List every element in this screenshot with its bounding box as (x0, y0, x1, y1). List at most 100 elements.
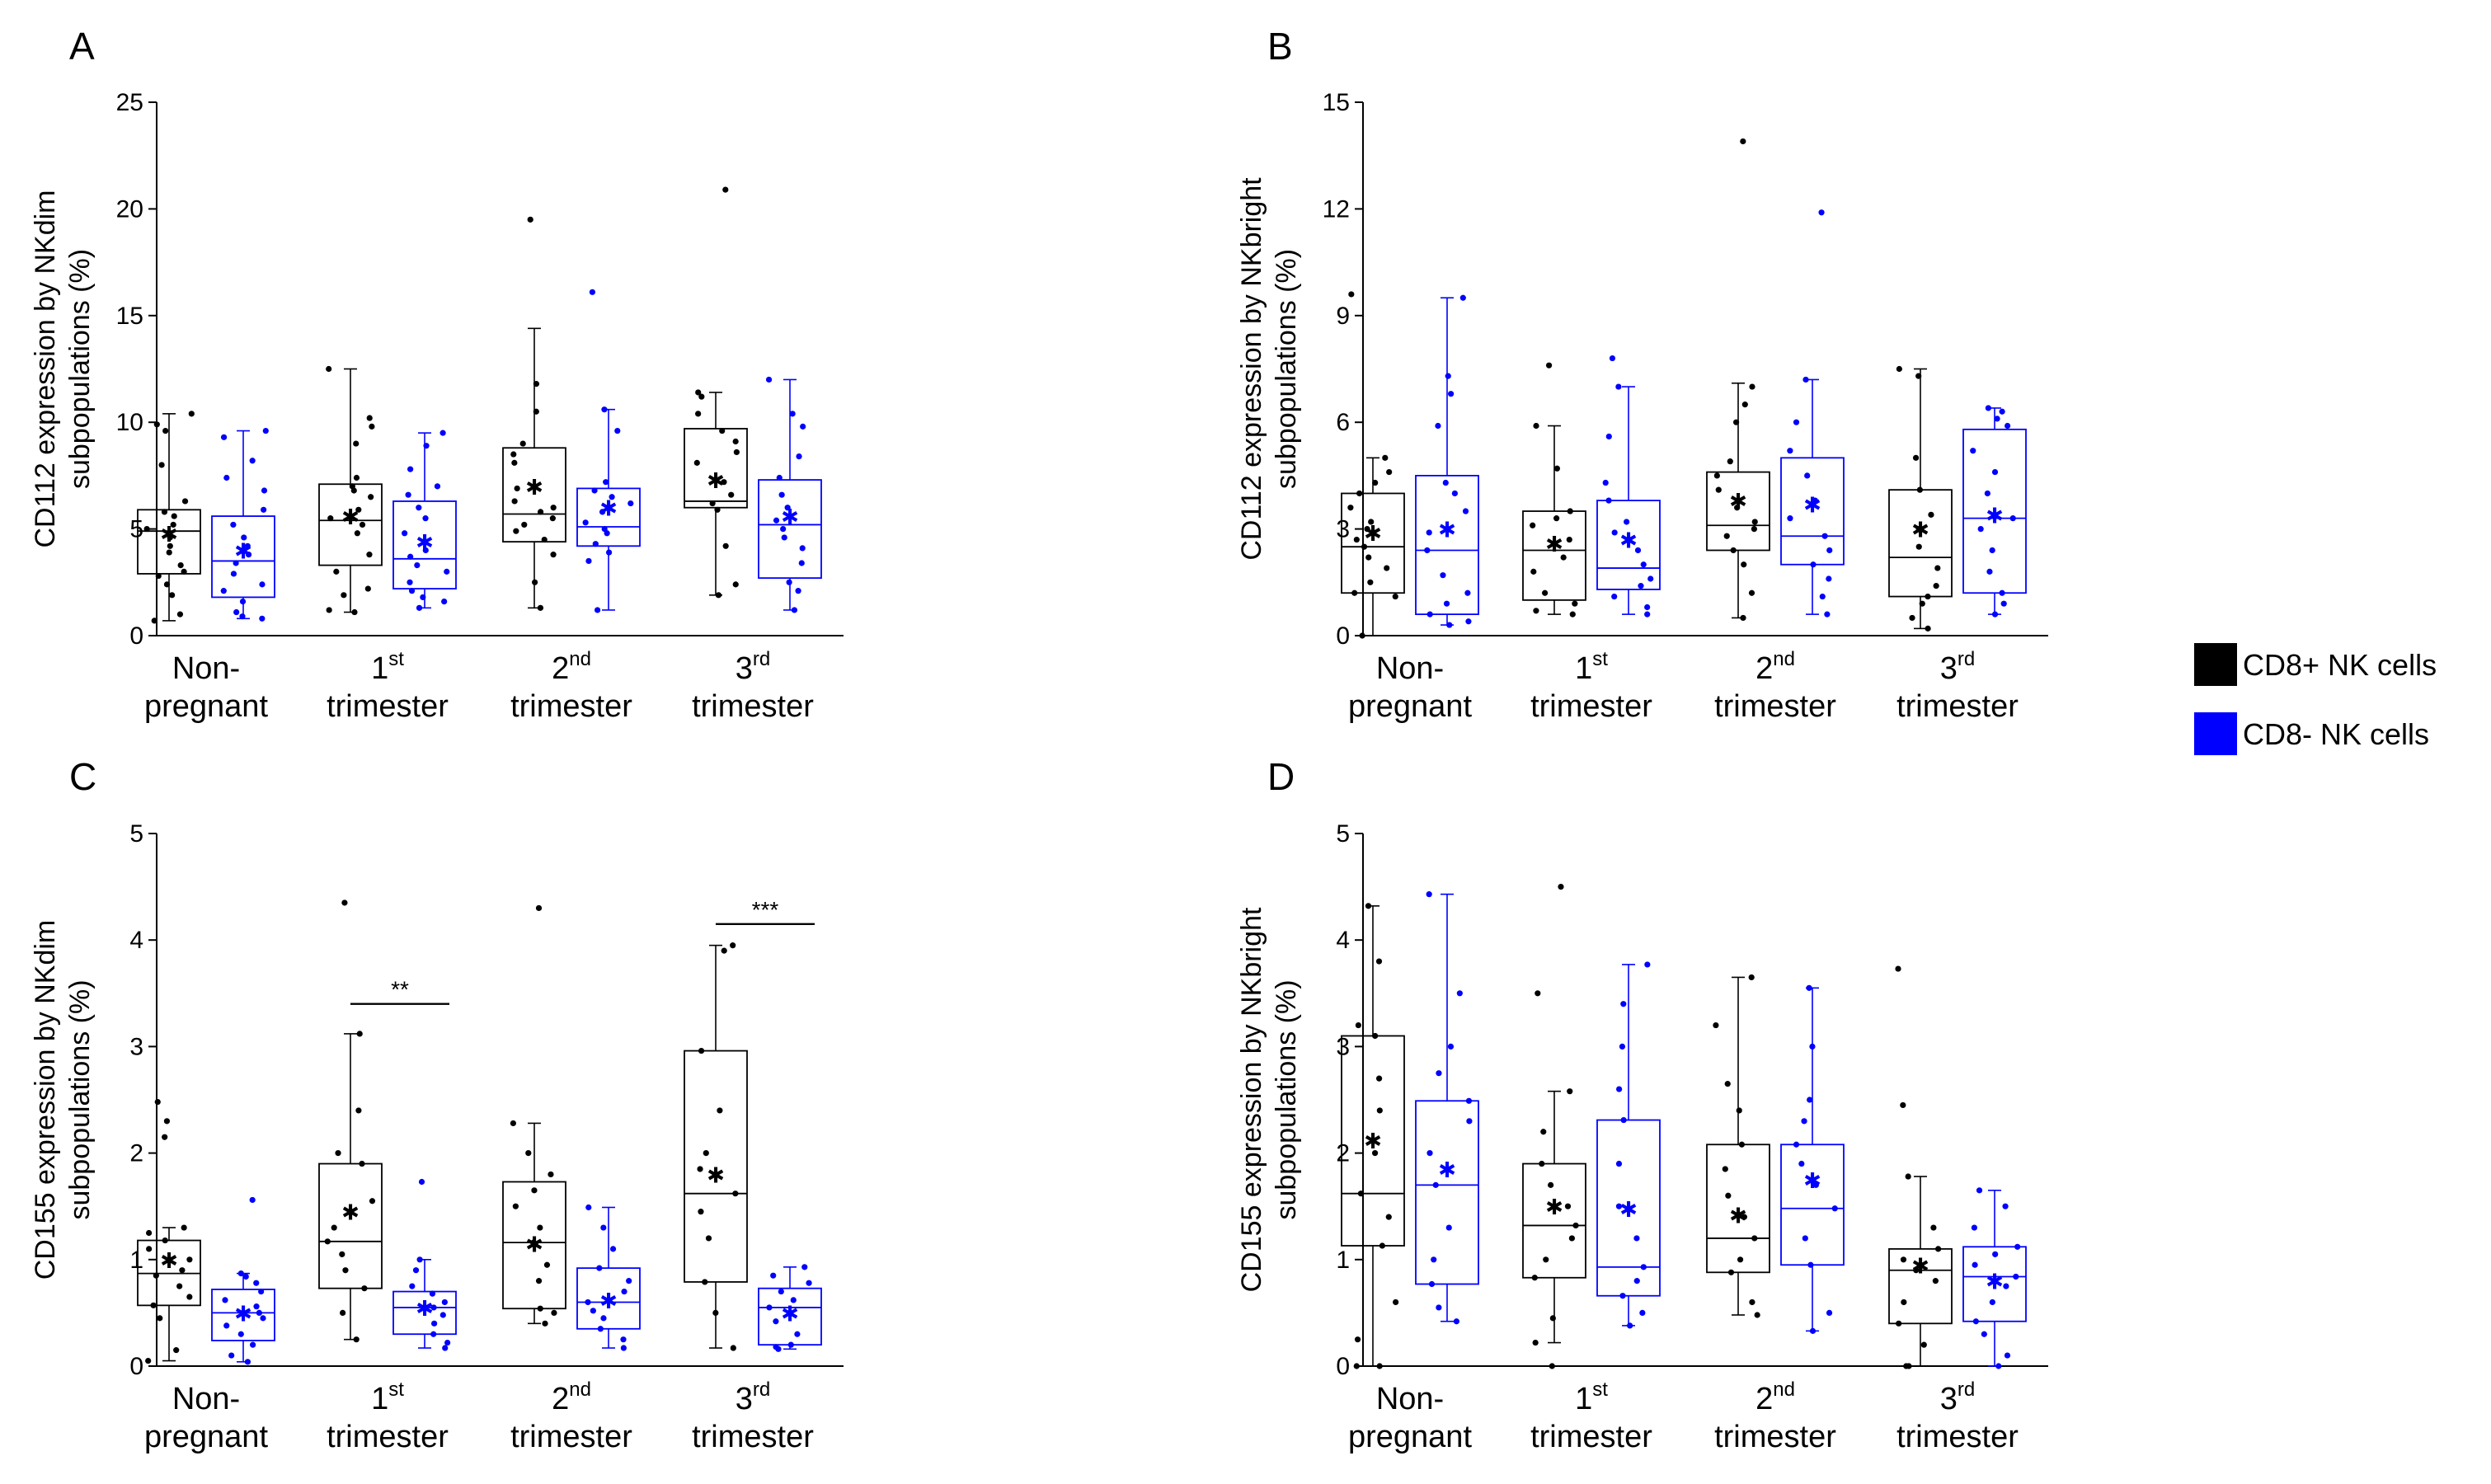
data-point (2009, 515, 2016, 522)
data-point (1989, 547, 1995, 554)
data-point (1376, 1363, 1383, 1369)
data-point (776, 474, 783, 481)
x-category-label-line1: 2nd (1755, 648, 1795, 686)
box-cd8pos: ✱ (1888, 965, 1953, 1369)
box-iqr (1780, 1144, 1845, 1266)
data-point (176, 611, 184, 618)
data-point (1751, 526, 1758, 533)
y-tick-label: 5 (129, 516, 143, 543)
data-point (1644, 611, 1651, 618)
data-point (154, 1098, 161, 1106)
panel-letter: C (69, 755, 96, 798)
data-point (1915, 373, 1922, 379)
data-point (1915, 543, 1922, 550)
data-point (1616, 1086, 1623, 1092)
data-point (714, 506, 721, 513)
data-point (167, 542, 173, 549)
data-point (1727, 458, 1733, 465)
box-iqr (211, 515, 275, 599)
data-point (1740, 614, 1746, 622)
x-category-superscript: st (1592, 648, 1608, 670)
data-point (2005, 422, 2011, 430)
data-point (541, 536, 548, 543)
data-point (2003, 1283, 2009, 1289)
data-point (597, 1326, 604, 1332)
data-point (1611, 593, 1618, 600)
data-point (1605, 433, 1612, 440)
data-point (349, 483, 355, 490)
data-point (695, 389, 702, 396)
data-point (787, 1341, 794, 1348)
data-point (1545, 362, 1553, 369)
data-point (780, 526, 787, 533)
x-category-label-line2: trimester (692, 689, 814, 724)
mean-marker: ✱ (1438, 1158, 1456, 1183)
box-cd8pos: ✱ (1706, 974, 1770, 1318)
data-point (1906, 1363, 1912, 1369)
data-point (1354, 1336, 1361, 1343)
data-point (1994, 416, 2000, 422)
data-point (773, 1318, 779, 1325)
data-point (1364, 526, 1370, 533)
y-tick-label: 4 (1336, 927, 1350, 954)
data-point (601, 406, 608, 413)
x-category-label-line2: trimester (510, 1420, 632, 1454)
data-point (1633, 1278, 1640, 1284)
data-point (1426, 1150, 1433, 1157)
data-point (626, 1278, 632, 1284)
y-tick-label: 3 (129, 1033, 143, 1060)
data-point (1611, 529, 1618, 536)
x-category-label-line1: 2nd (552, 1378, 591, 1416)
data-point (698, 1209, 704, 1215)
box-iqr (502, 1181, 566, 1310)
data-point (153, 1272, 159, 1279)
mean-marker: ✱ (1729, 490, 1747, 514)
data-point (717, 1107, 723, 1114)
data-point (1348, 291, 1355, 298)
data-point (1989, 1298, 1995, 1306)
mean-marker: ✱ (599, 497, 618, 522)
box-cd8pos: ✱ (1341, 903, 1405, 1369)
mean-marker: ✱ (160, 1249, 178, 1274)
data-point (339, 1251, 345, 1257)
data-point (1749, 383, 1755, 390)
data-point (1533, 422, 1539, 430)
data-point (773, 1344, 779, 1350)
data-point (765, 376, 773, 383)
mean-marker: ✱ (525, 1233, 543, 1257)
data-point (1615, 1160, 1623, 1167)
data-point (1359, 632, 1365, 639)
data-point (1807, 1097, 1813, 1103)
data-point (259, 581, 266, 588)
data-point (1748, 974, 1755, 981)
data-point (327, 515, 334, 522)
x-category-superscript: st (388, 648, 404, 670)
mean-marker: ✱ (1729, 1205, 1747, 1229)
data-point (416, 604, 423, 611)
data-point (1826, 547, 1833, 554)
box-cd8neg: ✱ (211, 427, 275, 622)
x-category-label-line2: trimester (1714, 689, 1836, 724)
legend-swatch (2194, 712, 2237, 755)
x-category-label-line1: 2nd (1755, 1378, 1795, 1416)
data-point (162, 1134, 168, 1140)
panel-letter: B (1267, 25, 1293, 68)
data-point (732, 1190, 739, 1197)
data-point (253, 1280, 260, 1286)
data-point (537, 509, 544, 515)
data-point (600, 1224, 607, 1231)
data-point (1734, 505, 1741, 511)
data-point (614, 427, 621, 434)
data-point (1810, 561, 1817, 568)
data-point (1371, 1150, 1379, 1157)
data-point (766, 1304, 773, 1311)
data-point (1824, 611, 1831, 618)
data-point (1385, 1214, 1392, 1220)
x-category-label-line2: trimester (1530, 689, 1652, 724)
data-point (1428, 1280, 1436, 1288)
data-point (186, 1294, 193, 1300)
data-point (1605, 497, 1612, 504)
data-point (531, 1187, 538, 1194)
data-point (354, 530, 360, 537)
